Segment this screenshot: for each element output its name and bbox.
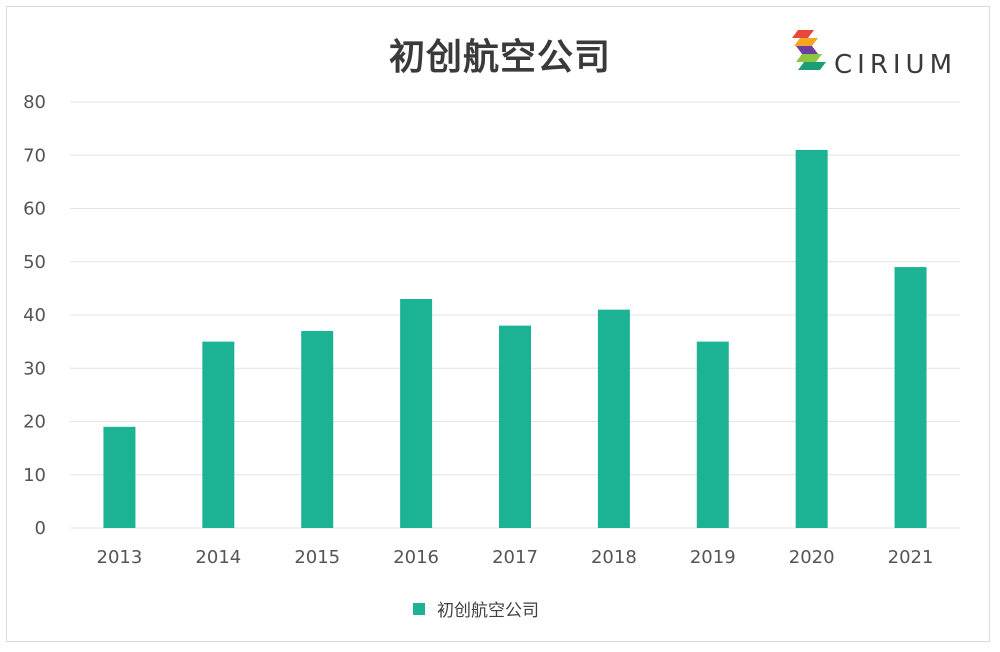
bar-2019 — [696, 341, 729, 528]
cirium-logo: CIRIUM — [792, 26, 972, 82]
y-tick-label: 40 — [23, 305, 46, 326]
y-tick-label: 70 — [23, 145, 46, 166]
x-tick-label: 2016 — [393, 547, 439, 568]
y-tick-label: 0 — [35, 518, 46, 539]
x-tick-label: 2019 — [690, 547, 736, 568]
bar-2020 — [795, 149, 828, 529]
logo-text: CIRIUM — [834, 50, 958, 80]
x-tick-label: 2017 — [492, 547, 538, 568]
bar-2018 — [597, 309, 630, 528]
y-tick-label: 60 — [23, 199, 46, 220]
bar-2017 — [499, 325, 531, 528]
bars — [103, 149, 927, 529]
x-tick-label: 2020 — [789, 547, 835, 568]
legend-label: 初创航空公司 — [437, 601, 539, 621]
bar-2016 — [400, 299, 433, 528]
bar-2015 — [301, 330, 334, 528]
chart-title: 初创航空公司 — [388, 37, 611, 78]
bar-2014 — [202, 341, 235, 528]
y-tick-label: 10 — [23, 465, 46, 486]
bar-2013 — [103, 426, 136, 528]
bar-2021 — [894, 267, 927, 528]
x-axis-ticks: 2013 2014 2015 2016 2017 2018 2019 2020 2021 — [97, 547, 934, 568]
x-tick-label: 2021 — [888, 547, 934, 568]
y-tick-label: 50 — [23, 252, 46, 273]
x-tick-label: 2018 — [591, 547, 637, 568]
x-tick-label: 2014 — [195, 547, 241, 568]
y-axis-ticks: 0 10 20 30 40 50 60 70 80 — [23, 92, 46, 539]
cirium-logo-icon — [792, 30, 826, 70]
x-tick-label: 2015 — [294, 547, 340, 568]
legend: 初创航空公司 — [413, 596, 539, 621]
y-tick-label: 80 — [23, 92, 46, 113]
y-tick-label: 20 — [23, 412, 46, 433]
legend-swatch — [413, 602, 425, 615]
x-tick-label: 2013 — [97, 547, 143, 568]
y-tick-label: 30 — [23, 358, 46, 379]
